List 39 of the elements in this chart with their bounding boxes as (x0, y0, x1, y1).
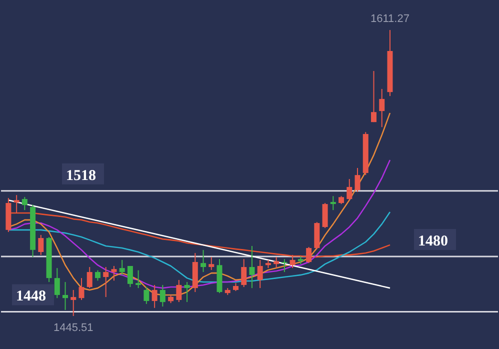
candlestick (208, 256, 214, 270)
candlestick (103, 266, 109, 298)
candlestick (62, 282, 68, 310)
candlestick (119, 259, 125, 276)
candlestick (22, 196, 28, 211)
candlestick (290, 254, 296, 269)
candlestick (200, 249, 206, 273)
candlestick (160, 284, 166, 308)
candlestick (241, 258, 247, 288)
candlestick (38, 234, 44, 256)
annotation: 1445.51 (53, 322, 94, 334)
candlestick (370, 70, 376, 123)
candlestick (379, 88, 385, 128)
candlestick (346, 178, 352, 201)
candlestick (274, 256, 280, 269)
candlestick (152, 284, 158, 308)
ref-line-label: 1448 (16, 288, 46, 305)
candlestick (94, 270, 100, 282)
candlestick (330, 196, 336, 211)
annotation: 1611.27 (370, 13, 410, 25)
candlestick (14, 194, 20, 214)
candlestick (282, 258, 288, 273)
candlestick (176, 279, 182, 303)
candlestick (136, 270, 142, 289)
candlestick (86, 266, 92, 289)
candlestick (257, 259, 263, 289)
candlestick (354, 167, 360, 192)
ref-line-label: 1518 (66, 168, 96, 184)
candlestick (184, 282, 190, 303)
candlestick (322, 202, 328, 229)
candlestick (70, 289, 76, 316)
candlestick (78, 278, 84, 300)
candlestick (111, 265, 117, 282)
candlestick (127, 265, 133, 288)
candlestick (306, 246, 312, 264)
candlestick (249, 245, 255, 289)
candlestick (54, 268, 60, 299)
ref-line-label: 1480 (418, 233, 448, 250)
candlestick (144, 286, 150, 304)
